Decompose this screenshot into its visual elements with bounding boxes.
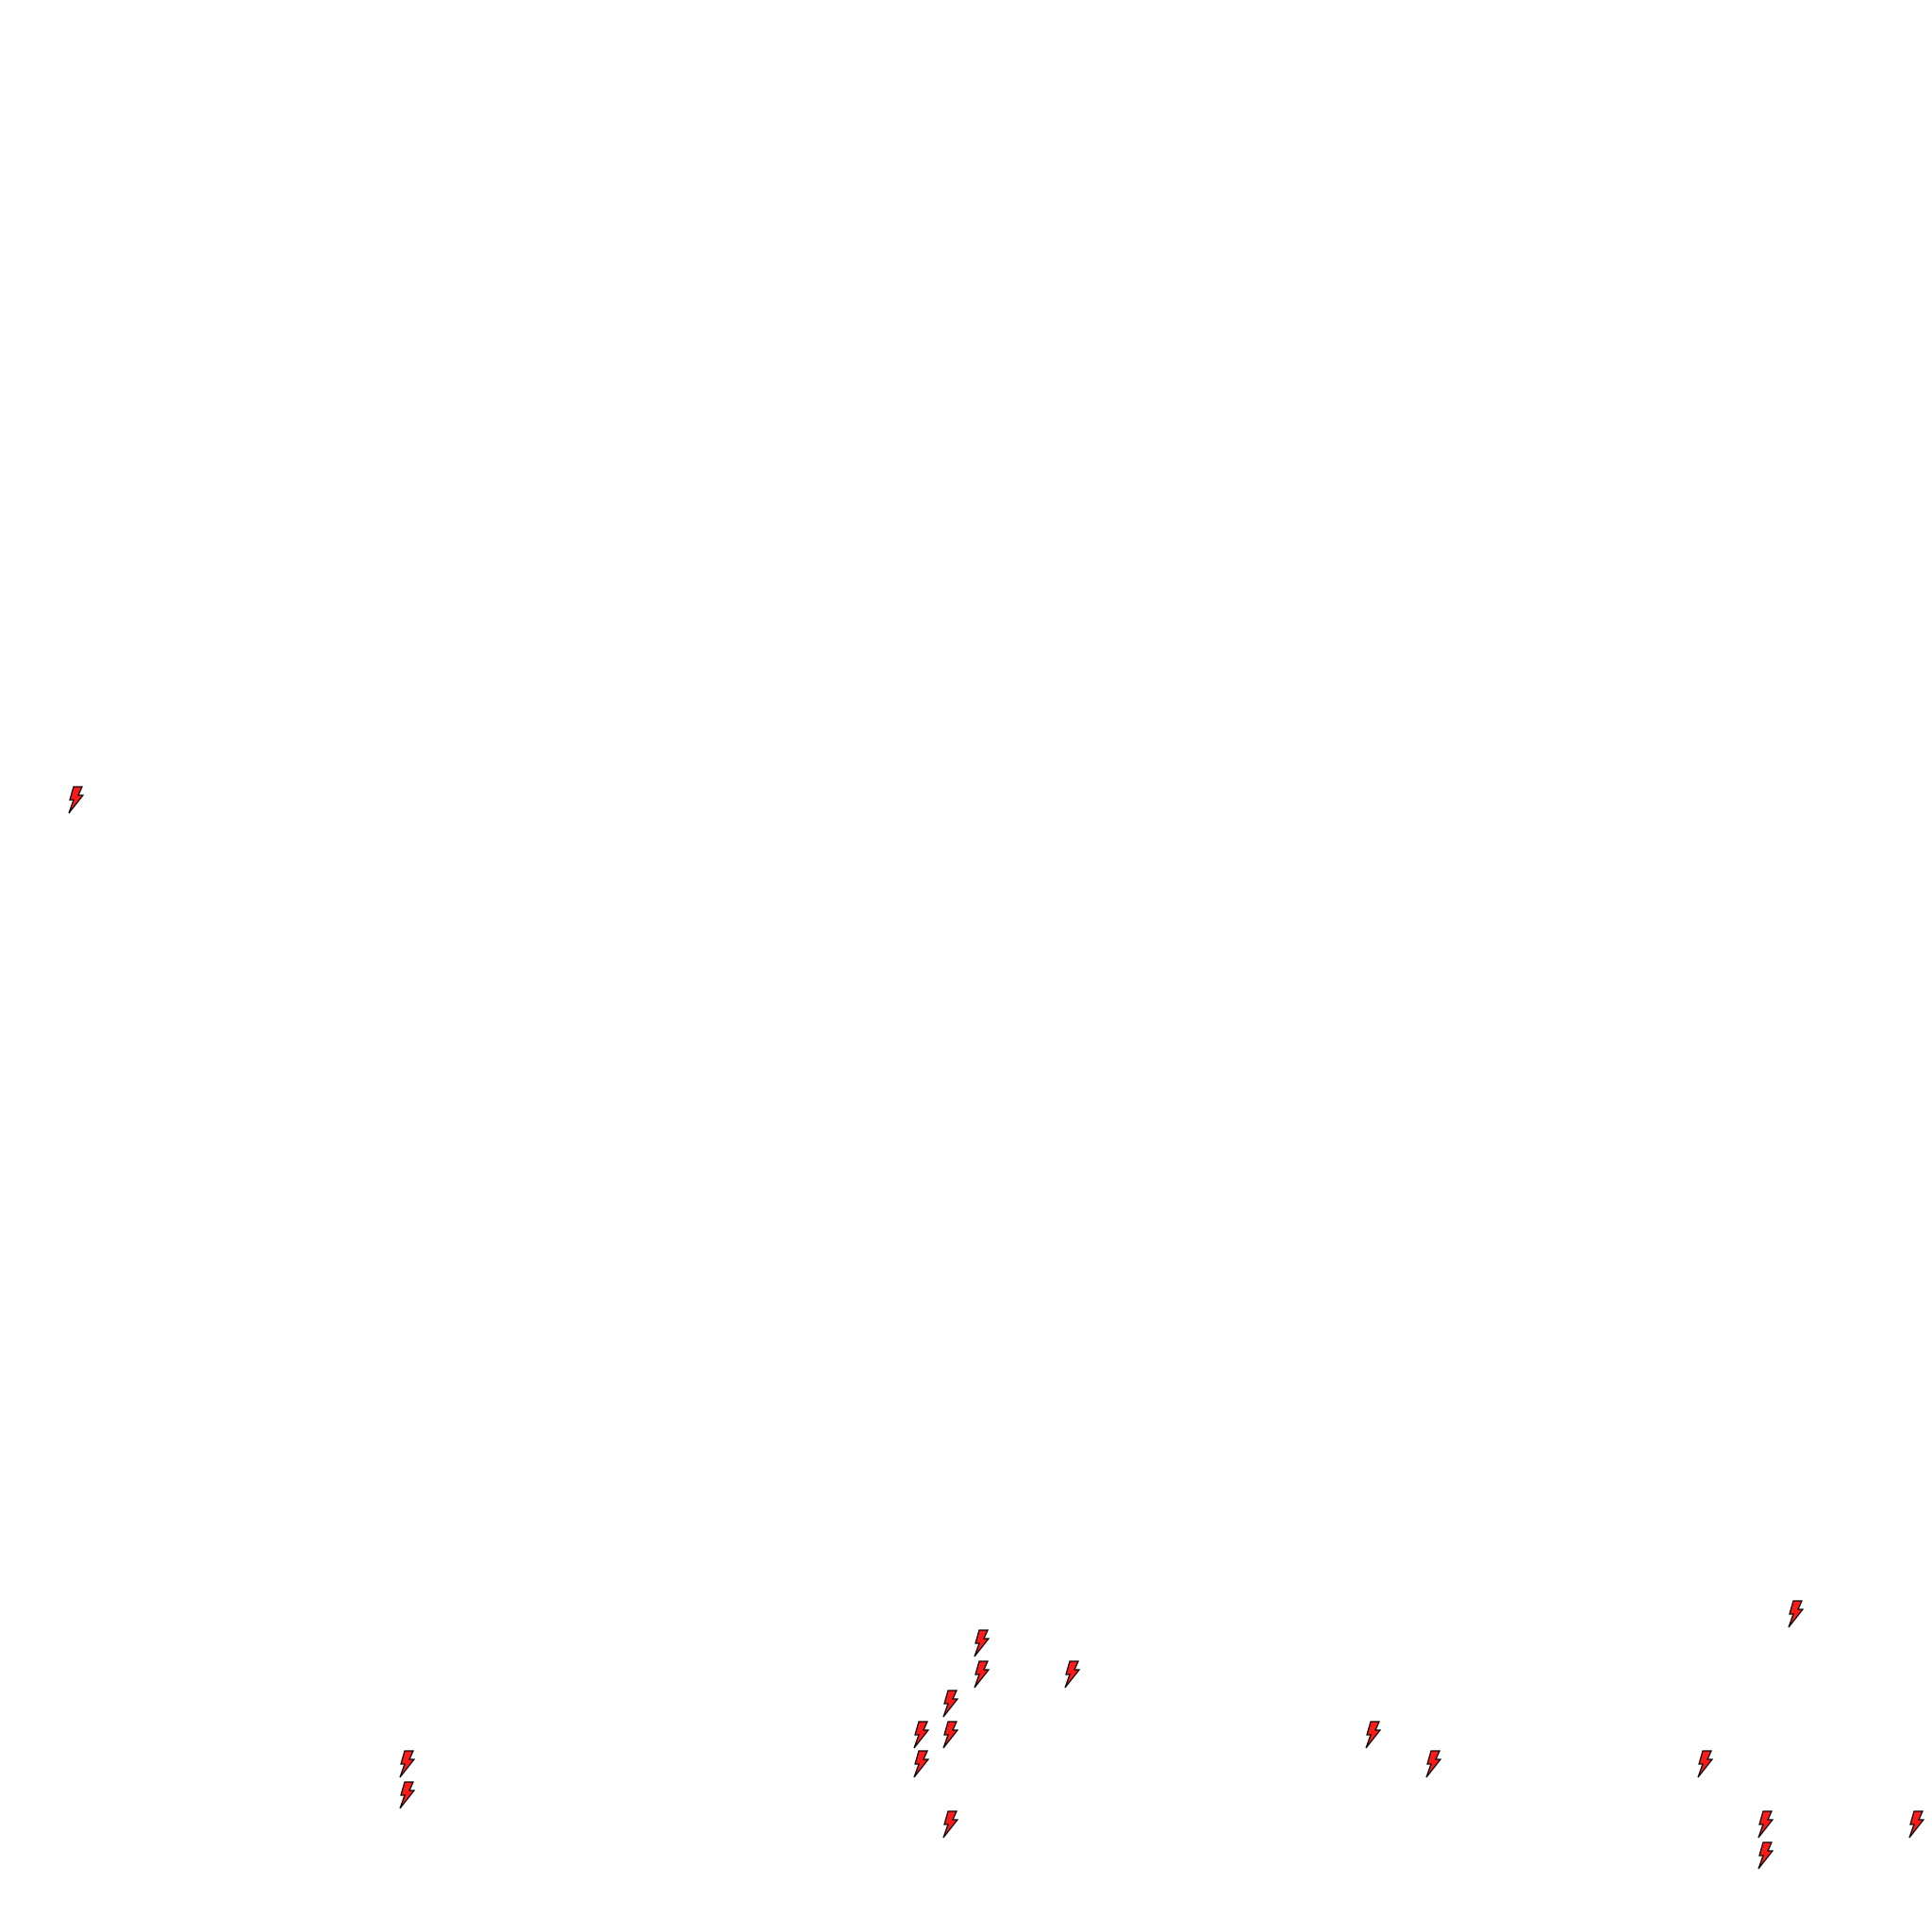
lightning-bolt-icon [399, 1781, 415, 1809]
map-marker[interactable] [941, 1810, 958, 1839]
map-marker[interactable] [941, 1690, 958, 1718]
map-marker[interactable] [1907, 1810, 1924, 1839]
lightning-bolt-icon [1365, 1721, 1381, 1749]
lightning-bolt-icon [1064, 1660, 1080, 1689]
map-marker[interactable] [1424, 1750, 1441, 1778]
lightning-bolt-icon [1757, 1841, 1774, 1870]
lightning-bolt-icon [974, 1629, 990, 1657]
map-marker[interactable] [1757, 1841, 1774, 1870]
lightning-bolt-icon [942, 1721, 958, 1749]
lightning-bolt-icon [974, 1660, 990, 1689]
lightning-bolt-icon [1757, 1810, 1774, 1839]
lightning-bolt-icon [913, 1721, 929, 1749]
map-marker[interactable] [912, 1750, 929, 1778]
lightning-bolt-icon [1425, 1750, 1441, 1778]
map-marker[interactable] [1787, 1600, 1804, 1628]
lightning-bolt-icon [913, 1750, 929, 1778]
map-marker[interactable] [1757, 1810, 1774, 1839]
map-marker[interactable] [398, 1781, 415, 1809]
map-marker[interactable] [973, 1660, 990, 1689]
map-marker[interactable] [912, 1721, 929, 1749]
lightning-bolt-icon [399, 1750, 415, 1778]
lightning-bolt-icon [1788, 1600, 1804, 1628]
map-marker[interactable] [67, 786, 84, 814]
map-marker[interactable] [941, 1721, 958, 1749]
map-marker[interactable] [1364, 1721, 1381, 1749]
map-marker[interactable] [973, 1629, 990, 1657]
lightning-bolt-icon [1697, 1750, 1713, 1778]
map-marker[interactable] [1063, 1660, 1080, 1689]
lightning-bolt-icon [68, 786, 84, 814]
lightning-bolt-icon [1908, 1810, 1924, 1839]
lightning-bolt-icon [942, 1810, 958, 1839]
map-marker[interactable] [1696, 1750, 1713, 1778]
lightning-bolt-icon [942, 1690, 958, 1718]
map-marker[interactable] [398, 1750, 415, 1778]
